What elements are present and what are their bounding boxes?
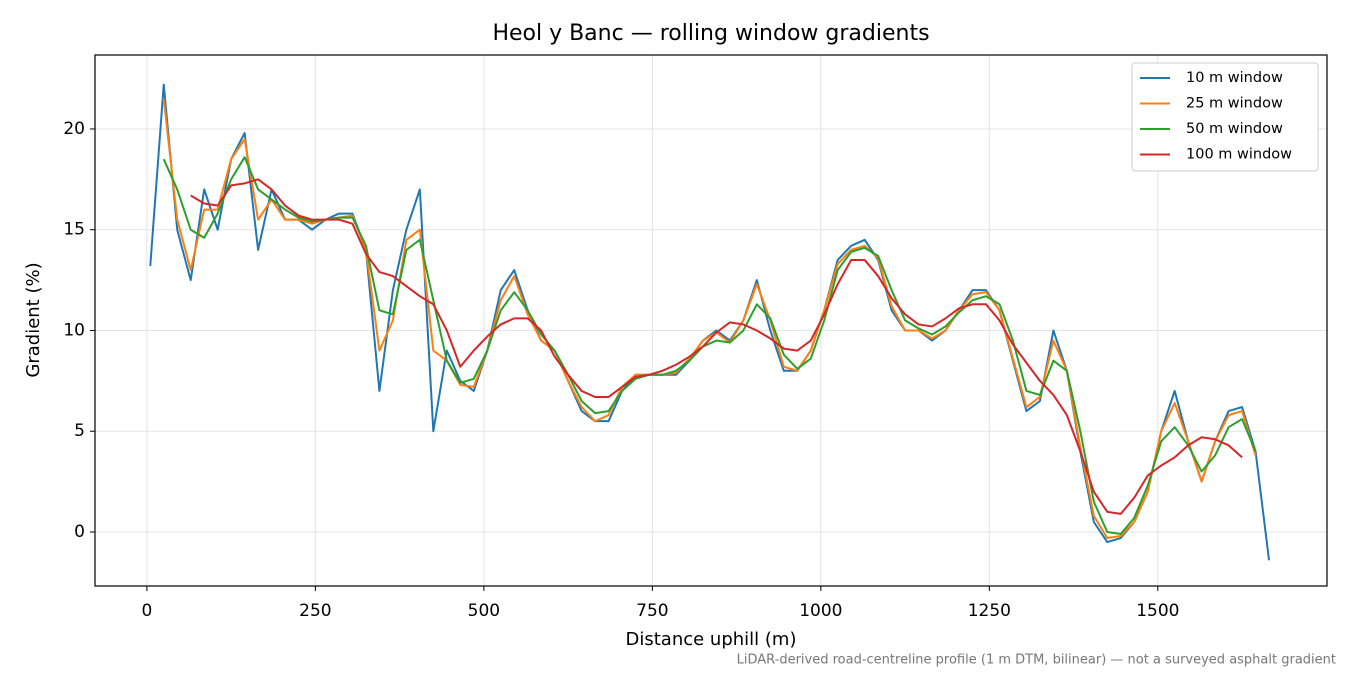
x-tick-label: 1250 — [968, 601, 1011, 621]
series-line — [162, 156, 1257, 536]
y-tick-label: 5 — [74, 421, 85, 441]
x-tick-label: 500 — [468, 601, 500, 621]
legend-label: 10 m window — [1186, 70, 1283, 86]
legend-label: 100 m window — [1186, 147, 1292, 163]
legend-label: 25 m window — [1186, 96, 1283, 112]
plot-frame — [94, 54, 1328, 587]
y-tick-label: 0 — [74, 522, 85, 542]
chart-title: Heol y Banc — rolling window gradients — [492, 21, 929, 46]
series-line — [190, 178, 1243, 515]
x-tick-label: 0 — [141, 601, 152, 621]
x-tick-label: 1500 — [1136, 601, 1179, 621]
x-tick-label: 750 — [636, 601, 668, 621]
series-line — [162, 98, 1257, 540]
legend: 10 m window 25 m window 50 m window 100 m w… — [1131, 62, 1319, 172]
y-tick-label: 20 — [63, 119, 85, 139]
legend-label: 50 m window — [1186, 121, 1283, 137]
y-tick-label: 15 — [63, 220, 85, 240]
x-tick-label: 1000 — [799, 601, 842, 621]
footnote: LiDAR-derived road-centreline profile (1… — [737, 653, 1336, 668]
x-tick-label: 250 — [299, 601, 331, 621]
y-tick-label: 10 — [63, 320, 85, 340]
x-axis-label: Distance uphill (m) — [626, 629, 797, 650]
legend-box — [1131, 62, 1319, 172]
y-axis-label: Gradient (%) — [23, 262, 44, 377]
